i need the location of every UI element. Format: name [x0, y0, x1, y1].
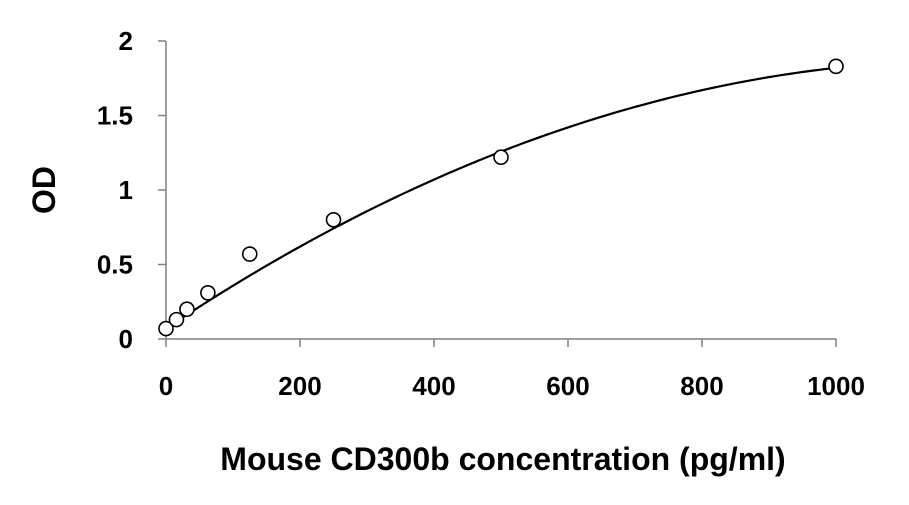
data-point — [325, 212, 342, 228]
axes: 0 0.5 1 1.5 2 0 200 400 600 800 1000 — [97, 26, 865, 401]
x-tick-label: 0 — [159, 371, 173, 401]
x-tick-label: 800 — [680, 371, 723, 401]
y-tick-label: 1 — [119, 175, 133, 205]
trendline — [165, 66, 837, 330]
data-point — [200, 285, 216, 301]
x-axis-title: Mouse CD300b concentration (pg/ml) — [220, 441, 785, 477]
x-tick-label: 200 — [278, 371, 321, 401]
y-tick-label: 0 — [119, 324, 133, 354]
y-tick-label: 0.5 — [97, 250, 133, 280]
y-axis-title: OD — [26, 166, 62, 214]
data-point — [241, 246, 258, 262]
data-points — [158, 58, 844, 337]
data-point — [828, 58, 844, 75]
data-point — [493, 149, 509, 166]
data-point — [158, 320, 174, 337]
data-point — [179, 301, 195, 318]
x-tick-label: 400 — [412, 371, 455, 401]
x-tick-label: 600 — [546, 371, 589, 401]
y-tick-label: 2 — [119, 26, 133, 56]
y-tick-label: 1.5 — [97, 101, 133, 131]
x-tick-label: 1000 — [807, 371, 865, 401]
trendline-path — [165, 66, 837, 330]
data-point — [168, 311, 185, 328]
